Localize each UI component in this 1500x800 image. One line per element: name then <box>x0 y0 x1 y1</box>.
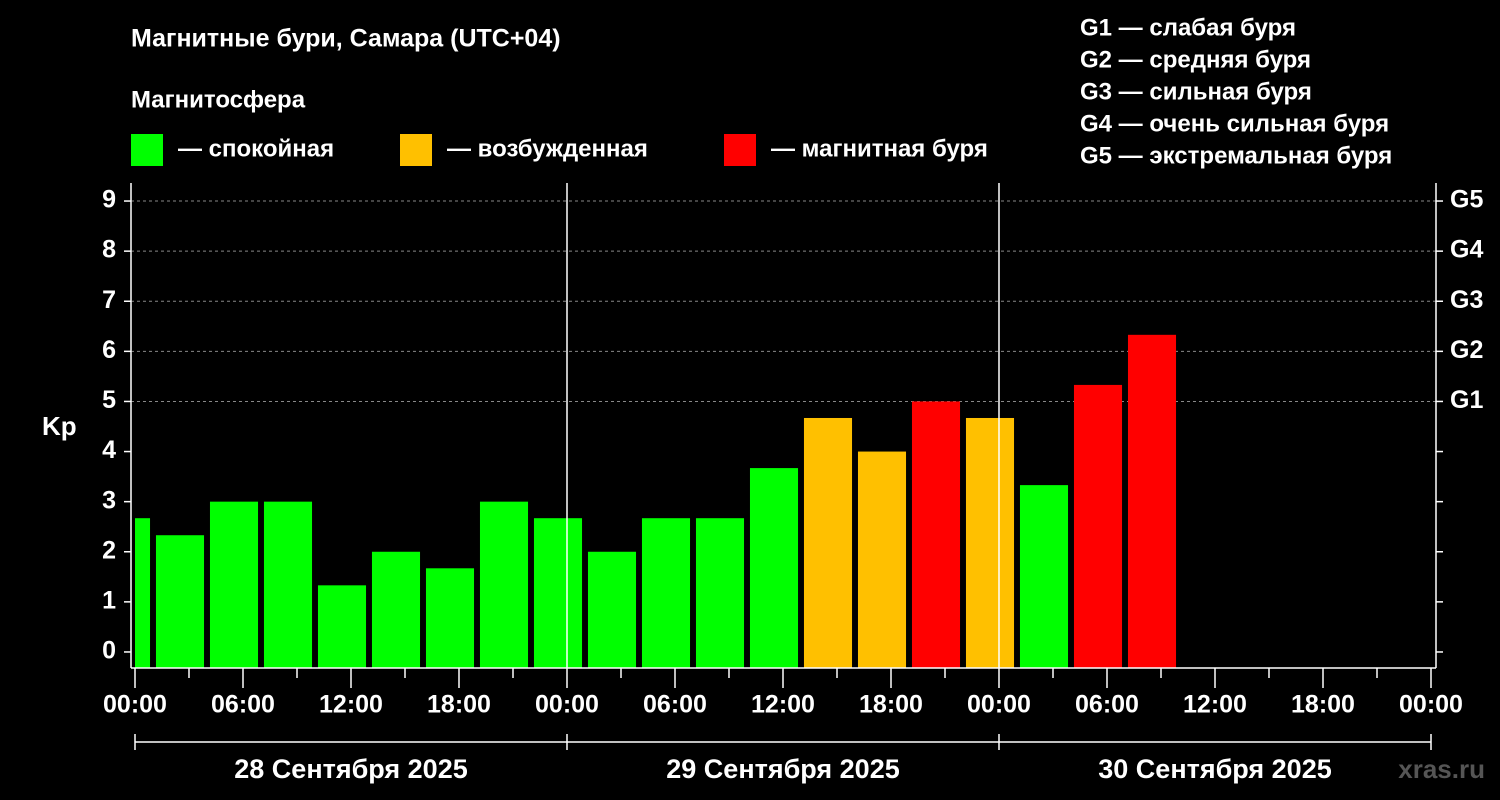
bar <box>155 535 205 668</box>
bar <box>857 451 907 668</box>
x-tick-label: 18:00 <box>427 691 491 719</box>
subtitle: Магнитосфера <box>131 86 306 113</box>
x-tick-label: 12:00 <box>1183 691 1247 719</box>
bar <box>533 518 583 668</box>
bars <box>135 334 1177 668</box>
x-tick-label: 18:00 <box>859 691 923 719</box>
bar <box>425 568 475 668</box>
y-tick-label: 0 <box>102 637 116 665</box>
y-tick-label: 3 <box>102 486 116 514</box>
bar <box>965 417 1015 668</box>
date-label: 30 Сентября 2025 <box>1098 754 1331 784</box>
legend-label: — магнитная буря <box>771 135 988 162</box>
legend-swatch <box>400 134 432 166</box>
y-tick-label: 9 <box>102 186 116 214</box>
chart-title: Магнитные бури, Самара (UTC+04) <box>131 25 561 53</box>
storm-note: G5 — экстремальная буря <box>1080 142 1392 169</box>
bar <box>263 501 313 668</box>
y-tick-label: 4 <box>102 436 116 464</box>
x-tick-label: 06:00 <box>1075 691 1139 719</box>
y2-tick-label: G3 <box>1450 286 1483 314</box>
bar <box>1019 485 1069 668</box>
y2-tick-label: G4 <box>1450 236 1483 264</box>
bar <box>479 501 529 668</box>
bar <box>209 501 259 668</box>
watermark: xras.ru <box>1398 754 1485 784</box>
y-tick-label: 2 <box>102 536 116 564</box>
bar <box>317 585 367 668</box>
legend-swatch <box>724 134 756 166</box>
y-tick-label: 5 <box>102 386 116 414</box>
storm-note: G3 — сильная буря <box>1080 78 1312 105</box>
legend-swatch <box>131 134 163 166</box>
bar <box>587 551 637 668</box>
x-tick-label: 00:00 <box>967 691 1031 719</box>
storm-note: G1 — слабая буря <box>1080 14 1296 41</box>
bar <box>803 417 853 668</box>
bar <box>749 468 799 668</box>
x-tick-label: 00:00 <box>103 691 167 719</box>
y-axis-label: Kp <box>42 411 77 441</box>
x-tick-label: 06:00 <box>211 691 275 719</box>
storm-note: G4 — очень сильная буря <box>1080 110 1389 137</box>
y2-tick-label: G2 <box>1450 336 1483 364</box>
bar <box>695 518 745 668</box>
x-tick-label: 12:00 <box>751 691 815 719</box>
bar <box>1127 334 1177 668</box>
date-label: 28 Сентября 2025 <box>234 754 467 784</box>
y2-tick-label: G5 <box>1450 186 1483 214</box>
x-tick-label: 06:00 <box>643 691 707 719</box>
y2-tick-label: G1 <box>1450 386 1483 414</box>
y-tick-label: 6 <box>102 336 116 364</box>
y-tick-label: 7 <box>102 286 116 314</box>
y-tick-label: 8 <box>102 236 116 264</box>
date-label: 29 Сентября 2025 <box>666 754 899 784</box>
x-tick-label: 12:00 <box>319 691 383 719</box>
storm-note: G2 — средняя буря <box>1080 46 1311 73</box>
x-tick-label: 00:00 <box>1399 691 1463 719</box>
y-tick-label: 1 <box>102 586 116 614</box>
bar <box>371 551 421 668</box>
bar <box>911 401 961 668</box>
bar <box>641 518 691 668</box>
bar <box>1073 384 1123 668</box>
legend-label: — спокойная <box>178 135 334 162</box>
x-tick-label: 00:00 <box>535 691 599 719</box>
legend-label: — возбужденная <box>447 135 648 162</box>
bar <box>135 518 151 668</box>
x-tick-label: 18:00 <box>1291 691 1355 719</box>
